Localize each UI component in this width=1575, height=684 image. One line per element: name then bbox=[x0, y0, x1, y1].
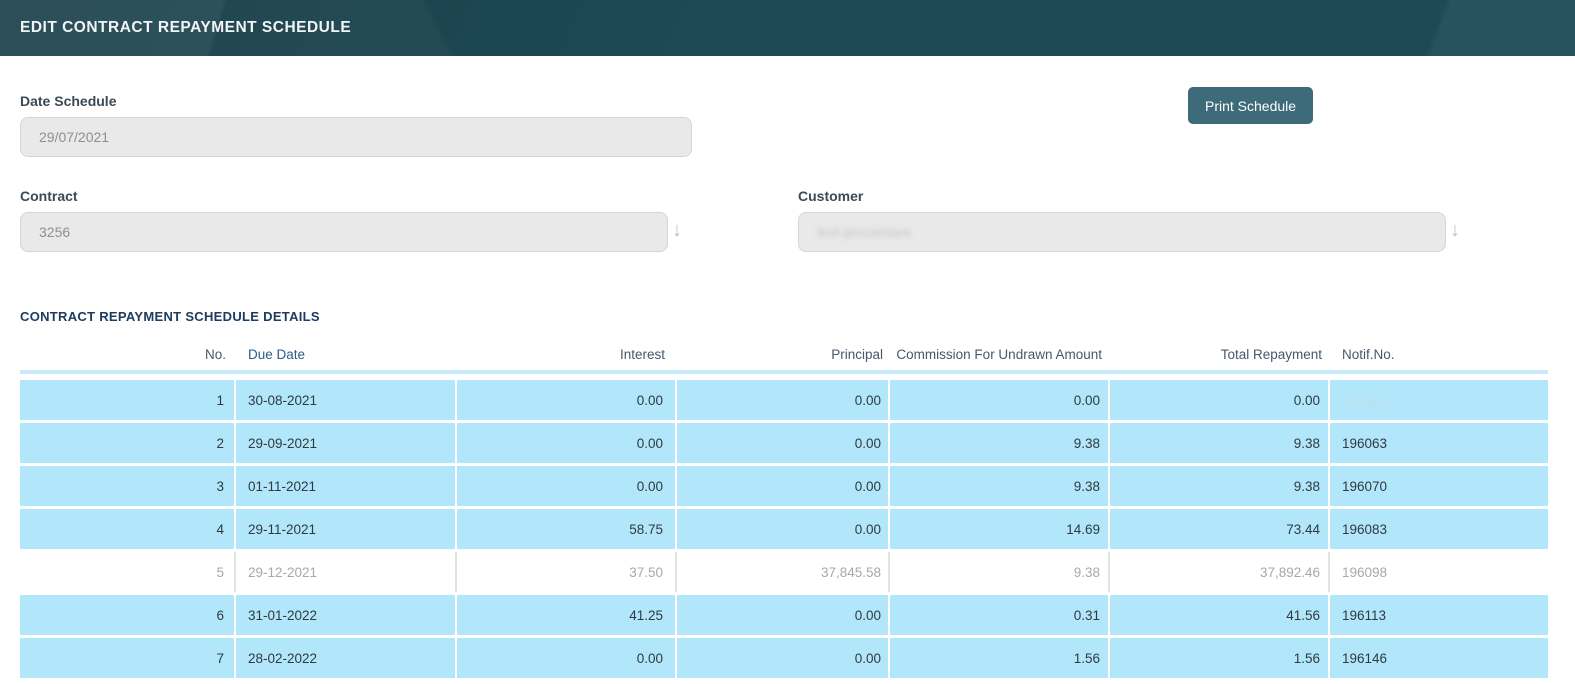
contract-input[interactable]: 3256 bbox=[20, 212, 668, 252]
cell-interest: 41.25 bbox=[457, 595, 677, 635]
table-row[interactable]: 3 01-11-2021 0.00 0.00 9.38 9.38 196070 bbox=[20, 466, 1548, 506]
cell-due-date: 29-11-2021 bbox=[236, 509, 457, 549]
customer-label: Customer bbox=[798, 188, 864, 204]
cell-total-repayment: 73.44 bbox=[1110, 509, 1330, 549]
repayment-schedule-table: No. Due Date Interest Principal Commissi… bbox=[20, 344, 1548, 681]
cell-commission: 9.38 bbox=[890, 552, 1110, 592]
cell-due-date: 29-12-2021 bbox=[236, 552, 457, 592]
cell-principal: 0.00 bbox=[677, 466, 890, 506]
cell-interest: 37.50 bbox=[457, 552, 677, 592]
schedule-table-body: 1 30-08-2021 0.00 0.00 0.00 0.00 dummy 2… bbox=[20, 380, 1548, 678]
column-header-notif-no: Notif.No. bbox=[1342, 346, 1395, 362]
cell-total-repayment: 41.56 bbox=[1110, 595, 1330, 635]
cell-commission: 9.38 bbox=[890, 466, 1110, 506]
cell-interest: 0.00 bbox=[457, 380, 677, 420]
date-schedule-value: 29/07/2021 bbox=[39, 129, 110, 145]
cell-total-repayment: 9.38 bbox=[1110, 466, 1330, 506]
cell-due-date: 01-11-2021 bbox=[236, 466, 457, 506]
print-schedule-button[interactable]: Print Schedule bbox=[1188, 87, 1314, 124]
cell-notif-no: 196063 bbox=[1342, 435, 1388, 451]
details-section-title: CONTRACT REPAYMENT SCHEDULE DETAILS bbox=[20, 309, 320, 324]
cell-principal: 37,845.58 bbox=[677, 552, 890, 592]
column-header-principal: Principal bbox=[831, 346, 883, 362]
cell-notif-no: 196113 bbox=[1342, 607, 1387, 623]
cell-principal: 0.00 bbox=[677, 595, 890, 635]
contract-dropdown-arrow-icon[interactable]: ↓ bbox=[672, 219, 682, 241]
cell-no: 2 bbox=[20, 423, 236, 463]
column-header-total-repayment: Total Repayment bbox=[1220, 346, 1322, 362]
table-row[interactable]: 7 28-02-2022 0.00 0.00 1.56 1.56 196146 bbox=[20, 638, 1548, 678]
table-row[interactable]: 4 29-11-2021 58.75 0.00 14.69 73.44 1960… bbox=[20, 509, 1548, 549]
cell-commission: 0.00 bbox=[890, 380, 1110, 420]
date-schedule-label: Date Schedule bbox=[20, 93, 117, 109]
cell-due-date: 28-02-2022 bbox=[236, 638, 457, 678]
customer-value: test-prezentare bbox=[817, 224, 912, 240]
customer-dropdown-arrow-icon[interactable]: ↓ bbox=[1450, 219, 1460, 241]
cell-principal: 0.00 bbox=[677, 638, 890, 678]
table-top-strip bbox=[20, 370, 1548, 374]
cell-interest: 0.00 bbox=[457, 638, 677, 678]
cell-notif-no: 196146 bbox=[1342, 650, 1388, 666]
cell-principal: 0.00 bbox=[677, 380, 890, 420]
column-header-interest: Interest bbox=[619, 346, 665, 362]
column-header-due-date[interactable]: Due Date bbox=[248, 346, 306, 362]
date-schedule-input[interactable]: 29/07/2021 bbox=[20, 117, 692, 157]
cell-commission: 1.56 bbox=[890, 638, 1110, 678]
cell-no: 6 bbox=[20, 595, 236, 635]
cell-notif-no: 196070 bbox=[1342, 478, 1388, 494]
cell-no: 4 bbox=[20, 509, 236, 549]
table-row[interactable]: 1 30-08-2021 0.00 0.00 0.00 0.00 dummy bbox=[20, 380, 1548, 420]
table-row[interactable]: 5 29-12-2021 37.50 37,845.58 9.38 37,892… bbox=[20, 552, 1548, 592]
cell-interest: 58.75 bbox=[457, 509, 677, 549]
cell-total-repayment: 9.38 bbox=[1110, 423, 1330, 463]
cell-interest: 0.00 bbox=[457, 466, 677, 506]
contract-value: 3256 bbox=[39, 224, 71, 240]
table-row[interactable]: 6 31-01-2022 41.25 0.00 0.31 41.56 19611… bbox=[20, 595, 1548, 635]
cell-commission: 0.31 bbox=[890, 595, 1110, 635]
page-title: EDIT CONTRACT REPAYMENT SCHEDULE bbox=[20, 19, 352, 36]
cell-interest: 0.00 bbox=[457, 423, 677, 463]
customer-input[interactable]: test-prezentare bbox=[798, 212, 1446, 252]
cell-no: 1 bbox=[20, 380, 236, 420]
cell-notif-no: 196083 bbox=[1342, 521, 1388, 537]
cell-due-date: 29-09-2021 bbox=[236, 423, 457, 463]
table-header-row: No. Due Date Interest Principal Commissi… bbox=[20, 344, 1548, 364]
table-row[interactable]: 2 29-09-2021 0.00 0.00 9.38 9.38 196063 bbox=[20, 423, 1548, 463]
column-header-no: No. bbox=[204, 346, 226, 362]
contract-label: Contract bbox=[20, 188, 78, 204]
cell-commission: 9.38 bbox=[890, 423, 1110, 463]
cell-due-date: 31-01-2022 bbox=[236, 595, 457, 635]
cell-total-repayment: 1.56 bbox=[1110, 638, 1330, 678]
cell-principal: 0.00 bbox=[677, 423, 890, 463]
cell-total-repayment: 37,892.46 bbox=[1110, 552, 1330, 592]
cell-principal: 0.00 bbox=[677, 509, 890, 549]
cell-notif-no: 196098 bbox=[1342, 564, 1388, 580]
page-header-bar: EDIT CONTRACT REPAYMENT SCHEDULE bbox=[0, 0, 1575, 56]
cell-notif-no: dummy bbox=[1342, 392, 1387, 408]
cell-commission: 14.69 bbox=[890, 509, 1110, 549]
cell-due-date: 30-08-2021 bbox=[236, 380, 457, 420]
cell-no: 3 bbox=[20, 466, 236, 506]
cell-no: 7 bbox=[20, 638, 236, 678]
cell-no: 5 bbox=[20, 552, 236, 592]
column-header-commission: Commission For Undrawn Amount bbox=[896, 346, 1102, 362]
cell-total-repayment: 0.00 bbox=[1110, 380, 1330, 420]
